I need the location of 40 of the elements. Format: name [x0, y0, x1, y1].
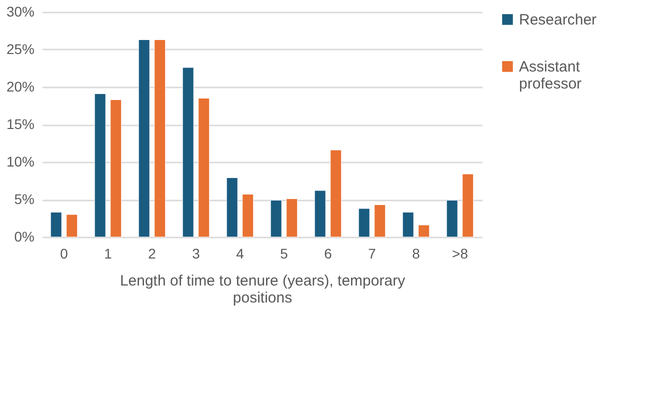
bar — [242, 194, 254, 238]
x-axis-title: Length of time to tenure (years), temporary positions — [120, 272, 406, 306]
bar — [110, 100, 122, 238]
bar — [182, 67, 194, 238]
y-tick-label: 25% — [6, 41, 34, 57]
x-tick-label: >8 — [452, 246, 468, 262]
x-tick-label: 8 — [412, 246, 420, 262]
bar — [94, 94, 106, 238]
bar — [462, 174, 474, 238]
bar — [66, 214, 78, 238]
bar — [286, 198, 298, 238]
x-tick-label: 6 — [324, 246, 332, 262]
y-tick-label: 0% — [14, 228, 34, 244]
x-tick-label: 7 — [368, 246, 376, 262]
x-tick-label: 2 — [148, 246, 156, 262]
bar — [198, 98, 210, 238]
bar — [314, 190, 326, 238]
bar — [402, 212, 414, 238]
legend-label: Researcher — [519, 12, 597, 28]
bar — [226, 178, 238, 238]
bar — [270, 200, 282, 238]
bar — [446, 200, 458, 238]
x-tick-label: 1 — [104, 246, 112, 262]
bar — [50, 212, 62, 238]
bar — [138, 40, 150, 238]
y-tick-label: 10% — [6, 154, 34, 170]
y-tick-label: 20% — [6, 78, 34, 94]
bar — [358, 208, 370, 238]
y-tick-label: 30% — [6, 4, 34, 20]
x-tick-label: 3 — [192, 246, 200, 262]
legend-label: Assistant professor — [519, 58, 582, 92]
y-tick-label: 15% — [6, 116, 34, 132]
x-tick-label: 4 — [236, 246, 244, 262]
bar — [374, 204, 386, 238]
bar — [154, 40, 166, 238]
x-tick-label: 0 — [60, 246, 68, 262]
x-tick-label: 5 — [280, 246, 288, 262]
y-tick-label: 5% — [14, 191, 34, 207]
bar — [330, 150, 342, 238]
bar — [418, 224, 430, 238]
